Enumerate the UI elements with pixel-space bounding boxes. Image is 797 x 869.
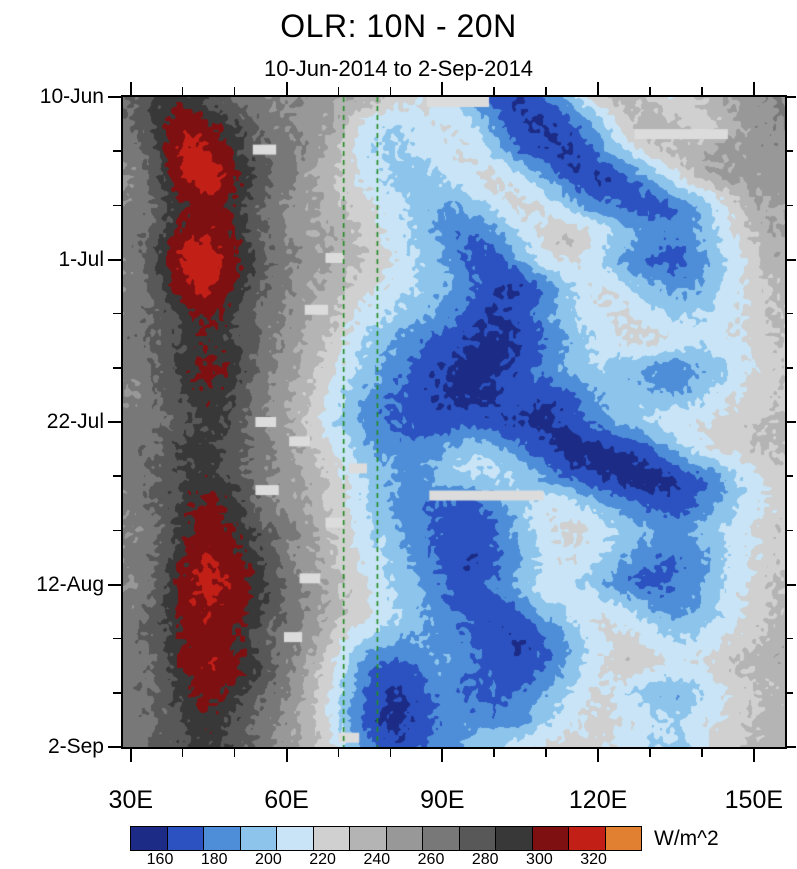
olr-heatmap-canvas bbox=[123, 97, 785, 747]
colorbar bbox=[130, 826, 642, 851]
colorbar-segment bbox=[386, 827, 423, 850]
colorbar-segment bbox=[605, 827, 641, 850]
colorbar-segment bbox=[240, 827, 277, 850]
y-minor-tick bbox=[787, 529, 793, 532]
colorbar-segment bbox=[204, 827, 241, 850]
x-major-tick bbox=[285, 749, 288, 762]
colorbar-segment bbox=[131, 827, 168, 850]
y-minor-tick bbox=[113, 367, 121, 369]
colorbar-segment bbox=[313, 827, 350, 850]
y-minor-tick bbox=[787, 204, 793, 207]
colorbar-tick-label: 220 bbox=[309, 851, 336, 868]
y-minor-tick bbox=[113, 637, 121, 640]
colorbar-tick-label: 300 bbox=[526, 851, 553, 868]
colorbar-tick-label: 180 bbox=[200, 851, 228, 868]
y-minor-tick bbox=[113, 204, 121, 207]
y-minor-tick bbox=[113, 150, 121, 152]
x-minor-tick bbox=[649, 87, 651, 95]
y-major-tick bbox=[108, 746, 121, 748]
x-minor-tick bbox=[233, 87, 236, 95]
figure-title: OLR: 10N - 20N bbox=[280, 8, 517, 44]
y-major-tick bbox=[787, 258, 796, 261]
colorbar-tick-label: 240 bbox=[363, 851, 391, 868]
x-tick-label: 30E bbox=[108, 786, 154, 814]
x-minor-tick bbox=[337, 749, 340, 757]
y-tick-label: 22-Jul bbox=[46, 410, 104, 433]
y-minor-tick bbox=[787, 312, 793, 315]
y-tick-label: 10-Jun bbox=[39, 85, 104, 108]
colorbar-tick-label: 280 bbox=[471, 851, 499, 868]
y-minor-tick bbox=[113, 312, 121, 315]
x-minor-tick bbox=[181, 87, 184, 95]
y-major-tick bbox=[108, 583, 121, 586]
y-tick-label: 12-Aug bbox=[36, 572, 104, 596]
colorbar-segment bbox=[459, 827, 496, 850]
x-minor-tick bbox=[545, 87, 547, 95]
colorbar-labels: 160 180 200 220 240 260 280 300 320 bbox=[130, 851, 642, 869]
y-major-tick bbox=[108, 96, 121, 98]
x-major-tick bbox=[752, 749, 755, 762]
y-major-tick bbox=[787, 421, 796, 423]
y-minor-tick bbox=[787, 367, 793, 369]
x-minor-tick bbox=[337, 87, 340, 95]
y-major-tick bbox=[108, 421, 121, 423]
x-minor-tick bbox=[233, 749, 236, 757]
colorbar-tick-label: 320 bbox=[580, 851, 607, 868]
x-tick-label: 90E bbox=[420, 786, 465, 814]
x-minor-tick bbox=[389, 749, 392, 757]
x-major-tick bbox=[597, 82, 600, 95]
y-major-tick bbox=[787, 746, 796, 748]
colorbar-segment bbox=[167, 827, 204, 850]
y-minor-tick bbox=[787, 150, 793, 152]
colorbar-segment bbox=[532, 827, 569, 850]
colorbar-segment bbox=[277, 827, 314, 850]
x-minor-tick bbox=[701, 87, 703, 95]
y-major-tick bbox=[787, 583, 796, 586]
figure-subtitle: 10-Jun-2014 to 2-Sep-2014 bbox=[263, 56, 534, 81]
x-minor-tick bbox=[493, 87, 495, 95]
x-tick-label: 60E bbox=[264, 786, 309, 814]
colorbar-segment bbox=[350, 827, 387, 850]
y-minor-tick bbox=[113, 692, 121, 694]
x-minor-tick bbox=[701, 749, 703, 757]
x-minor-tick bbox=[493, 749, 495, 757]
y-minor-tick bbox=[787, 637, 793, 640]
y-major-tick bbox=[787, 96, 796, 98]
x-minor-tick bbox=[649, 749, 651, 757]
y-minor-tick bbox=[787, 475, 793, 477]
x-tick-label: 120E bbox=[568, 786, 628, 814]
x-minor-tick bbox=[545, 749, 547, 757]
y-minor-tick bbox=[113, 529, 121, 532]
x-minor-tick bbox=[181, 749, 184, 757]
y-minor-tick bbox=[787, 692, 793, 694]
y-minor-tick bbox=[113, 475, 121, 477]
x-major-tick bbox=[285, 82, 288, 95]
y-major-tick bbox=[108, 258, 121, 261]
x-major-tick bbox=[441, 82, 444, 95]
x-major-tick bbox=[129, 82, 132, 95]
colorbar-tick-label: 260 bbox=[417, 851, 445, 868]
x-major-tick bbox=[752, 82, 755, 95]
plot-frame bbox=[121, 95, 787, 749]
colorbar-tick-label: 200 bbox=[255, 851, 282, 868]
colorbar-tick-label: 160 bbox=[146, 851, 174, 868]
colorbar-segment bbox=[423, 827, 460, 850]
x-major-tick bbox=[441, 749, 444, 762]
x-major-tick bbox=[129, 749, 132, 762]
colorbar-unit-label: W/m^2 bbox=[654, 827, 719, 850]
colorbar-segment bbox=[569, 827, 606, 850]
colorbar-segment bbox=[496, 827, 533, 850]
x-tick-label: 150E bbox=[724, 786, 784, 814]
x-minor-tick bbox=[389, 87, 392, 95]
y-tick-label: 2-Sep bbox=[47, 735, 104, 758]
x-major-tick bbox=[597, 749, 600, 762]
y-tick-label: 1-Jul bbox=[58, 247, 104, 271]
